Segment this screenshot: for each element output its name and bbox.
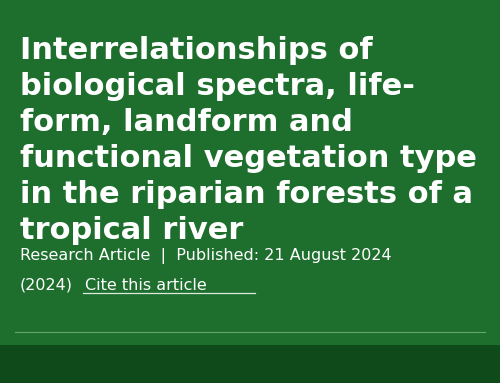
Text: Research Article  |  Published: 21 August 2024: Research Article | Published: 21 August … [20, 248, 392, 264]
Text: Cite this article: Cite this article [85, 278, 207, 293]
Text: tropical river: tropical river [20, 216, 244, 245]
Text: form, landform and: form, landform and [20, 108, 353, 137]
Text: in the riparian forests of a: in the riparian forests of a [20, 180, 473, 209]
Text: functional vegetation type: functional vegetation type [20, 144, 477, 173]
Bar [0, 345, 500, 383]
Text: (2024): (2024) [20, 278, 73, 293]
Text: biological spectra, life-: biological spectra, life- [20, 72, 415, 101]
Text: Interrelationships of: Interrelationships of [20, 36, 372, 65]
